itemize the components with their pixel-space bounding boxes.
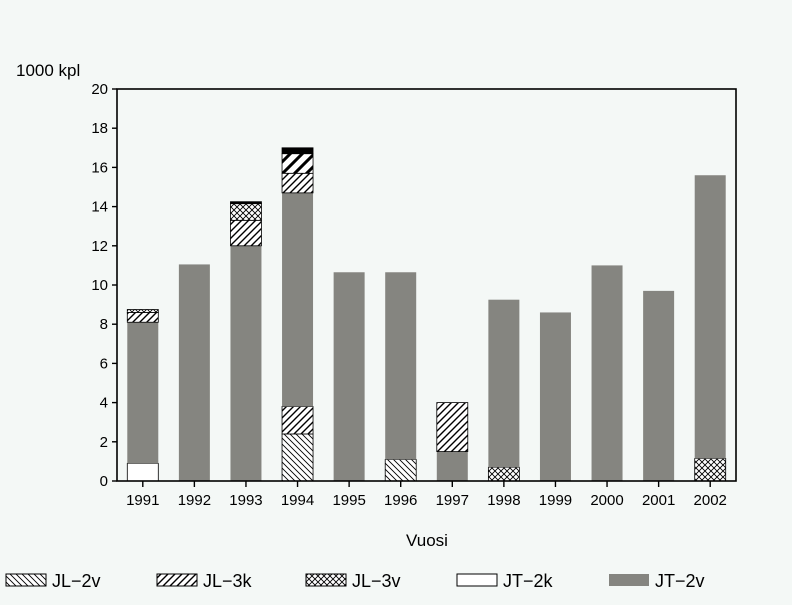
y-tick-label: 20 [91,81,108,98]
bar-segment [281,172,314,194]
y-tick-label: 4 [100,395,108,412]
bar-segment [436,451,468,481]
bar-segment [487,466,520,482]
legend: JL−2v JL−3k JL−3v JT−2k JT−2v [5,571,705,591]
legend-swatch [156,573,198,587]
bar-segment [539,312,571,481]
bar-segment [126,309,159,313]
y-tick-label: 0 [100,473,108,490]
bar-segment [230,245,262,481]
x-tick-label: 1993 [229,492,262,509]
y-tick-label: 12 [91,238,108,255]
legend-label: JT−2v [655,571,705,591]
bar-segment [694,175,726,459]
x-axis-title: Vuosi [406,531,448,550]
y-tick-label: 18 [91,120,108,137]
bar-segment [230,203,262,221]
bar-segment [281,433,314,482]
bar-segment [230,219,262,247]
bar-segment [126,462,159,482]
legend-label: JL−2v [52,571,101,591]
bar-segment [384,459,417,482]
x-tick-label: 1998 [487,492,520,509]
legend-label: JT−2k [503,571,554,591]
bar-segment [333,272,365,481]
bar-segment [230,201,262,205]
x-tick-label: 2001 [642,492,675,509]
x-tick-label: 1994 [281,492,314,509]
bar-segment [591,265,623,481]
x-tick-label: 1999 [539,492,572,509]
bar-segment [643,290,675,481]
bar-segment [694,458,727,482]
bar-segment [178,264,210,481]
y-tick-label: 10 [91,277,108,294]
x-tick-label: 1996 [384,492,417,509]
plot-frame [116,88,737,482]
bar-segment [436,402,469,453]
x-axis: 1991 1992 1993 1994 1995 1996 1997 1998 1999 2000… [126,481,727,509]
bar-series-group [126,147,727,482]
x-tick-label: 1991 [126,492,159,509]
bar-segment [281,153,314,174]
x-tick-label: 2000 [590,492,623,509]
legend-item: JL−2v [5,571,101,591]
y-tick-label: 14 [91,199,108,216]
legend-swatch [305,573,347,587]
bar-segment [281,406,314,435]
bar-segment [127,322,159,464]
x-tick-label: 2002 [694,492,727,509]
y-axis: 0 2 4 6 8 10 12 14 16 18 20 [91,81,117,490]
bar-segment [488,299,520,468]
legend-swatch [5,573,47,587]
legend-item: JT−2v [609,571,705,591]
y-tick-label: 8 [100,316,108,333]
legend-label: JL−3v [352,571,401,591]
y-axis-unit-label: 1000 kpl [16,61,80,80]
y-tick-label: 6 [100,355,108,372]
x-tick-label: 1992 [178,492,211,509]
bar-segment [385,272,417,460]
legend-label: JL−3k [203,571,253,591]
legend-item: JT−2k [456,571,554,591]
bar-segment [282,192,314,407]
bar-segment [126,312,159,323]
x-tick-label: 1995 [332,492,365,509]
y-tick-label: 16 [91,159,108,176]
legend-item: JL−3v [305,571,401,591]
legend-swatch [609,574,649,586]
legend-item: JL−3k [156,571,253,591]
legend-swatch [456,573,498,587]
x-tick-label: 1997 [436,492,469,509]
bar-segment [281,147,314,155]
y-tick-label: 2 [100,434,108,451]
